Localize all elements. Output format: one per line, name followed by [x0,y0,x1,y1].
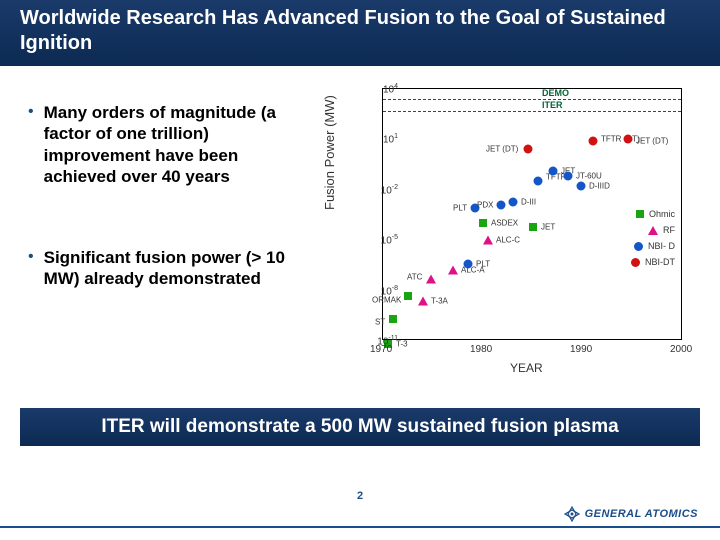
chart-point [464,259,473,268]
chart-point [549,167,558,176]
chart-point-label: T-3A [431,296,448,305]
bullet-list: • Many orders of magnitude (a factor of … [0,72,300,350]
chart-point-label: PLT [476,259,490,268]
chart-xtick: 1970 [370,344,392,355]
chart-point [624,135,633,144]
bullet-text: Many orders of magnitude (a factor of on… [44,102,290,187]
chart-reference-label: ITER [542,100,563,110]
bullet-item: • Significant fusion power (> 10 MW) alr… [28,247,290,290]
callout-banner: ITER will demonstrate a 500 MW sustained… [20,408,700,446]
chart-plot-area: DEMOITEROhmicRFNBI- DNBI-DTT-3STORMAKT-3… [382,88,682,340]
fusion-power-chart: Fusion Power (MW) DEMO ITER Ohmic RF NBI- D N… [320,80,700,370]
chart-point-label: PLT [453,204,467,213]
chart-point [497,200,506,209]
chart-reference-line [383,99,681,100]
chart-legend-item: NBI- D [634,241,675,251]
chart-point [483,236,493,245]
chart-point-label: ALC-C [496,236,520,245]
chart-point [426,274,436,283]
chart-legend-item: Ohmic [636,209,675,219]
atom-icon [564,506,580,522]
company-logo: GENERAL ATOMICS [564,506,698,522]
chart-point [534,177,543,186]
chart-point-label: ST [375,318,385,327]
chart-point-label: D-IIID [589,182,610,191]
chart-ytick: 10-5 [368,234,398,246]
chart-xtick: 2000 [670,344,692,355]
chart-ytick: 10-8 [368,285,398,297]
chart-point-label: JT-60U [576,172,602,181]
chart-point [448,266,458,275]
chart-point [529,223,537,231]
chart-point-label: JET (DT) [486,145,518,154]
chart-point-label: TFTR (DT) [601,135,640,144]
chart-point-label: PDX [477,200,493,209]
chart-point-label: ASDEX [491,219,518,228]
logo-text: GENERAL ATOMICS [585,508,698,520]
bottom-rule [0,526,720,528]
chart-xlabel: YEAR [510,361,543,375]
chart-ytick: 104 [368,83,398,95]
bullet-dot-icon: • [28,247,34,290]
chart-point [389,315,397,323]
chart-ylabel: Fusion Power (MW) [322,95,337,210]
chart-point-label: JET (DT) [636,137,668,146]
chart-ytick: 101 [368,133,398,145]
chart-point [577,182,586,191]
chart-xtick: 1980 [470,344,492,355]
chart-point [418,296,428,305]
title-bar: Worldwide Research Has Advanced Fusion t… [0,0,720,66]
bullet-item: • Many orders of magnitude (a factor of … [28,102,290,187]
bullet-text: Significant fusion power (> 10 MW) alrea… [44,247,290,290]
page-number: 2 [357,490,363,502]
chart-point-label: ATC [407,272,422,281]
chart-point [524,145,533,154]
chart-reference-label: DEMO [542,88,569,98]
chart-point [509,197,518,206]
chart-xtick: 1990 [570,344,592,355]
chart-legend-item: NBI-DT [631,257,675,267]
chart-point [564,172,573,181]
bullet-dot-icon: • [28,102,34,187]
chart-point [404,292,412,300]
chart-point [589,137,598,146]
chart-point [479,219,487,227]
chart-point-label: D-III [521,197,536,206]
chart-point-label: JET [541,222,555,231]
chart-ytick: 10-2 [368,184,398,196]
chart-reference-line [383,111,681,112]
chart-legend-item: RF [648,225,675,235]
page-title: Worldwide Research Has Advanced Fusion t… [20,6,700,56]
